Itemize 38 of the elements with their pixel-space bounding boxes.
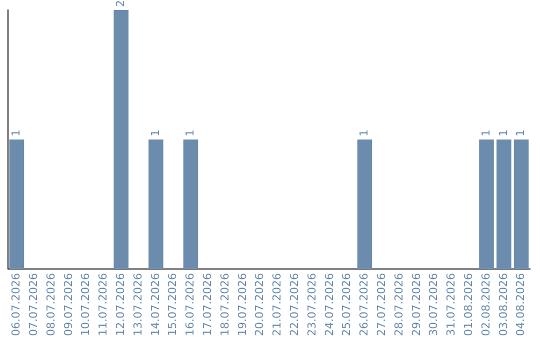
x-tick-label: 17.07.2026 — [200, 273, 214, 336]
x-tick-label: 19.07.2026 — [236, 273, 249, 336]
x-tick-label: 04.08.2026 — [514, 273, 528, 336]
x-tick-label: 31.07.2026 — [444, 273, 458, 336]
x-tick-label: 02.08.2026 — [479, 273, 492, 336]
data-label: 1 — [148, 130, 162, 137]
x-tick-label: 01.08.2026 — [462, 273, 475, 336]
data-label: 2 — [114, 0, 127, 7]
x-tick-label: 10.07.2026 — [79, 273, 92, 336]
x-tick-label: 27.07.2026 — [374, 273, 388, 336]
x-tick-label: 20.07.2026 — [253, 273, 266, 336]
x-tick-label: 23.07.2026 — [305, 273, 318, 336]
x-tick-label: 11.07.2026 — [96, 273, 110, 336]
x-tick-label: 30.07.2026 — [427, 273, 440, 336]
x-tick-label: 14.07.2026 — [148, 273, 162, 336]
data-label: 1 — [184, 130, 197, 137]
data-label: 1 — [10, 130, 23, 137]
x-tick-label: 28.07.2026 — [392, 273, 406, 336]
x-tick-label: 06.07.2026 — [10, 273, 23, 336]
x-tick-label: 22.07.2026 — [288, 273, 301, 336]
x-tick-label: 26.07.2026 — [358, 273, 371, 336]
x-tick-label: 21.07.2026 — [270, 273, 284, 336]
data-label: 1 — [514, 130, 528, 137]
x-tick-label: 13.07.2026 — [131, 273, 144, 336]
x-tick-label: 16.07.2026 — [184, 273, 197, 336]
x-tick-label: 03.08.2026 — [496, 273, 510, 336]
x-tick-label: 07.07.2026 — [26, 273, 40, 336]
x-tick-label: 24.07.2026 — [322, 273, 336, 336]
x-tick-label: 15.07.2026 — [166, 273, 180, 336]
data-label: 1 — [496, 130, 510, 137]
x-tick-label: 08.07.2026 — [44, 273, 58, 336]
x-tick-label: 25.07.2026 — [340, 273, 354, 336]
data-label: 1 — [479, 130, 492, 137]
data-label: 1 — [358, 130, 371, 137]
x-tick-label: 29.07.2026 — [410, 273, 423, 336]
x-tick-label: 18.07.2026 — [218, 273, 232, 336]
x-tick-label: 09.07.2026 — [62, 273, 75, 336]
x-tick-label: 12.07.2026 — [114, 273, 127, 336]
